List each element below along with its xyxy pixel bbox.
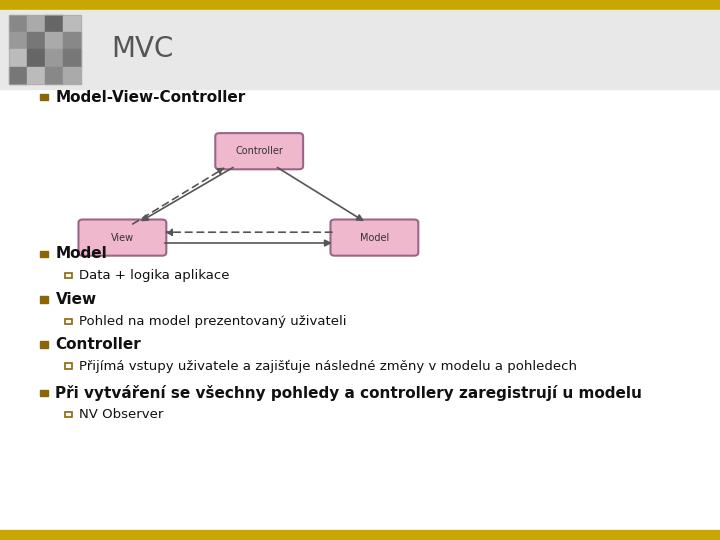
Bar — [40, 341, 48, 348]
Bar — [0, 0, 720, 10]
Bar — [27, 32, 45, 50]
Text: Data + logika aplikace: Data + logika aplikace — [79, 269, 230, 282]
Bar — [9, 32, 27, 50]
Bar — [9, 66, 27, 84]
Bar — [45, 32, 63, 50]
Bar — [45, 49, 63, 66]
FancyBboxPatch shape — [215, 133, 303, 170]
Bar — [65, 363, 72, 369]
Text: Model: Model — [360, 233, 389, 242]
Bar — [63, 32, 81, 50]
Text: View: View — [111, 233, 134, 242]
Bar — [27, 15, 45, 32]
Text: NV Observer: NV Observer — [79, 408, 163, 421]
Bar — [63, 66, 81, 84]
Bar — [0, 10, 720, 89]
Bar — [40, 251, 48, 257]
Bar — [63, 49, 81, 66]
Bar — [45, 15, 63, 32]
Bar — [9, 15, 27, 32]
FancyBboxPatch shape — [330, 219, 418, 255]
Bar — [0, 530, 720, 540]
FancyBboxPatch shape — [78, 219, 166, 255]
Bar — [65, 319, 72, 324]
Text: MVC: MVC — [112, 36, 174, 63]
Bar — [65, 412, 72, 417]
Bar — [9, 15, 81, 84]
Text: Model-View-Controller: Model-View-Controller — [55, 90, 246, 105]
Text: Model: Model — [55, 246, 107, 261]
Text: Controller: Controller — [235, 146, 283, 156]
Bar — [45, 66, 63, 84]
Bar — [27, 49, 45, 66]
Bar — [9, 49, 27, 66]
Text: Při vytváření se všechny pohledy a controllery zaregistrují u modelu: Při vytváření se všechny pohledy a contr… — [55, 385, 642, 401]
Bar — [27, 66, 45, 84]
Bar — [40, 296, 48, 303]
Text: View: View — [55, 292, 96, 307]
Bar — [40, 94, 48, 100]
Text: Controller: Controller — [55, 337, 141, 352]
Text: Přijímá vstupy uživatele a zajišťuje následné změny v modelu a pohledech: Přijímá vstupy uživatele a zajišťuje nás… — [79, 360, 577, 373]
Bar — [40, 390, 48, 396]
Bar — [65, 273, 72, 278]
Text: Pohled na model prezentovaný uživateli: Pohled na model prezentovaný uživateli — [79, 315, 347, 328]
Bar — [63, 15, 81, 32]
